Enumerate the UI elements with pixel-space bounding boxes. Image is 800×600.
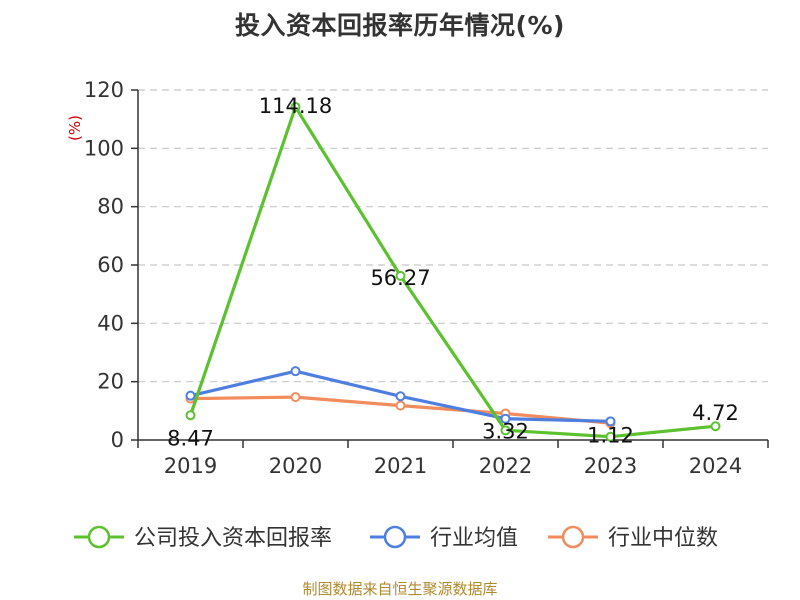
legend-label: 公司投入资本回报率 (134, 526, 332, 551)
series-layer (185, 101, 721, 442)
series-point-0 (605, 431, 616, 442)
x-tick-label: 2021 (374, 454, 427, 478)
y-tick-label: 120 (84, 78, 124, 102)
data-label: 4.72 (692, 401, 739, 425)
series-point-1 (500, 413, 511, 424)
legend-label: 行业均值 (430, 526, 518, 551)
series-line-0 (188, 105, 718, 439)
series-point-0 (395, 270, 406, 281)
y-tick-label: 20 (97, 370, 124, 394)
y-tick-label: 60 (97, 253, 124, 277)
series-point-0 (500, 425, 511, 436)
legend-item-2[interactable]: 行业中位数 (548, 525, 718, 551)
x-tick-label: 2019 (164, 454, 217, 478)
data-label: 114.18 (259, 94, 332, 118)
legend-item-0[interactable]: 公司投入资本回报率 (74, 525, 332, 551)
y-tick-label: 100 (84, 136, 124, 160)
legend-label: 行业中位数 (608, 526, 718, 551)
series-point-1 (605, 416, 616, 427)
series-point-0 (710, 421, 721, 432)
legend[interactable]: 公司投入资本回报率 行业均值 行业中位数 (74, 525, 718, 551)
y-axis-unit-label: (%) (66, 115, 84, 141)
grid-layer (138, 89, 768, 383)
series-point-1 (395, 391, 406, 402)
y-tick-label: 80 (97, 195, 124, 219)
series-point-1 (290, 366, 301, 377)
legend-item-1[interactable]: 行业均值 (370, 525, 518, 551)
series-point-0 (185, 410, 196, 421)
x-tick-label: 2022 (479, 454, 532, 478)
legend-marker-icon (561, 525, 585, 549)
series-point-1 (185, 390, 196, 401)
x-tick-label: 2024 (689, 454, 742, 478)
data-label: 8.47 (167, 426, 214, 450)
series-point-2 (395, 400, 406, 411)
series-point-0 (290, 101, 301, 112)
x-tick-label: 2023 (584, 454, 637, 478)
y-tick-label: 0 (111, 428, 124, 452)
series-point-2 (290, 392, 301, 403)
data-label: 3.32 (482, 419, 529, 443)
axis-layer: 0 20 40 60 80 100 120 2019 2020 2021 2022 2023 2024 (… (66, 78, 769, 478)
x-tick-label: 2020 (269, 454, 322, 478)
data-label: 1.12 (587, 424, 634, 448)
chart-title: 投入资本回报率历年情况(%) (235, 11, 565, 40)
legend-marker-icon (87, 525, 111, 549)
data-label: 56.27 (370, 266, 430, 290)
legend-marker-icon (383, 525, 407, 549)
data-label-layer: 8.47 114.18 56.27 3.32 1.12 4.72 (167, 94, 739, 450)
source-note: 制图数据来自恒生聚源数据库 (302, 580, 498, 598)
y-tick-label: 40 (97, 311, 124, 335)
